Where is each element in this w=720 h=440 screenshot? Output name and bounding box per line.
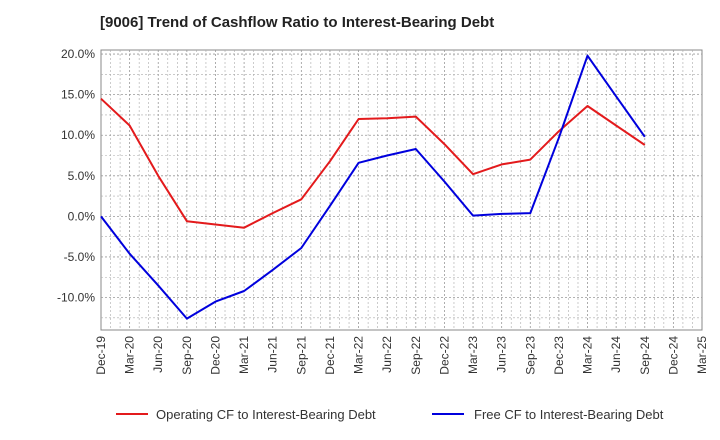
- x-tick-label: Mar-21: [237, 336, 251, 374]
- x-tick-label: Dec-24: [666, 336, 680, 375]
- x-tick-label: Sep-22: [409, 336, 423, 375]
- x-tick-label: Dec-23: [552, 336, 566, 375]
- series-line-operating-cf: [100, 97, 646, 229]
- x-tick-label: Sep-20: [180, 336, 194, 375]
- x-tick-label: Mar-23: [466, 336, 480, 374]
- y-tick-label: 20.0%: [61, 47, 95, 61]
- y-tick-label: -10.0%: [57, 291, 95, 305]
- x-tick-label: Jun-22: [380, 336, 394, 373]
- x-tick-label: Dec-20: [208, 336, 222, 375]
- x-tick-label: Jun-23: [495, 336, 509, 373]
- x-tick-label: Dec-19: [94, 336, 108, 375]
- x-tick-label: Sep-21: [294, 336, 308, 375]
- x-tick-label: Sep-23: [523, 336, 537, 375]
- x-tick-label: Mar-25: [695, 336, 709, 374]
- y-tick-label: 0.0%: [68, 209, 96, 223]
- plot-frame: [100, 49, 703, 331]
- y-tick-label: -5.0%: [64, 250, 96, 264]
- legend-label: Operating CF to Interest-Bearing Debt: [156, 407, 376, 422]
- x-tick-label: Mar-20: [123, 336, 137, 374]
- y-tick-label: 10.0%: [61, 128, 95, 142]
- x-tick-label: Mar-24: [581, 336, 595, 374]
- x-tick-label: Mar-22: [352, 336, 366, 374]
- x-tick-label: Jun-24: [609, 336, 623, 373]
- y-tick-label: 15.0%: [61, 88, 95, 102]
- legend-label: Free CF to Interest-Bearing Debt: [474, 407, 664, 422]
- x-tick-label: Dec-21: [323, 336, 337, 375]
- chart-title: [9006] Trend of Cashflow Ratio to Intere…: [100, 14, 495, 31]
- series-line-free-cf: [100, 54, 646, 320]
- y-tick-label: 5.0%: [68, 169, 96, 183]
- x-tick-label: Jun-20: [151, 336, 165, 373]
- x-tick-label: Sep-24: [638, 336, 652, 375]
- x-tick-label: Dec-22: [437, 336, 451, 375]
- x-tick-label: Jun-21: [266, 336, 280, 373]
